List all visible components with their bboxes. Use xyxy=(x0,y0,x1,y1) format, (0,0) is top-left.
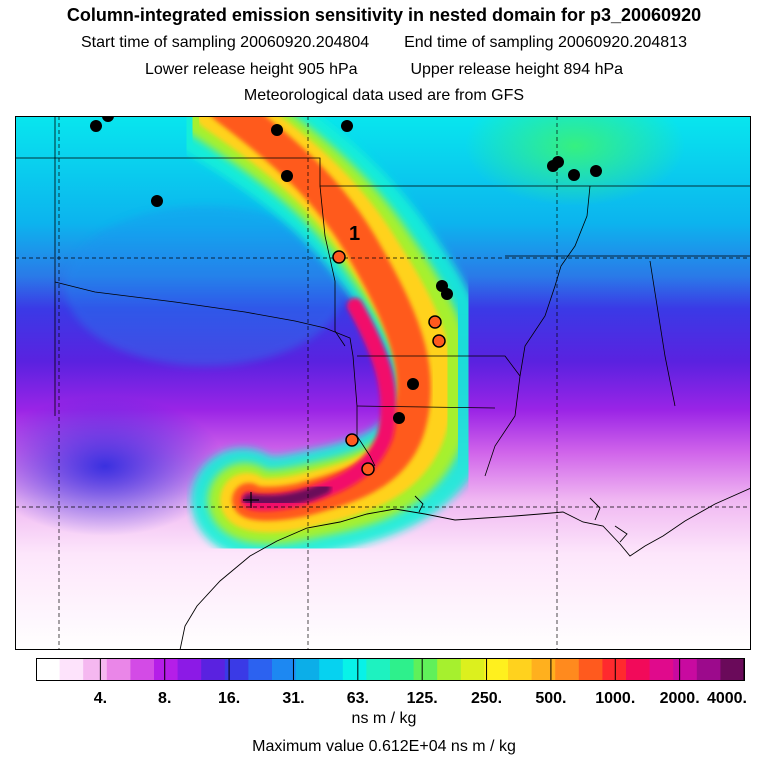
colorbar-box xyxy=(224,658,249,680)
site-marker xyxy=(151,195,163,207)
colorbar: 0.4.8.16.31.63.125.250.500.1000.2000.400… xyxy=(36,658,747,706)
colorbar-box xyxy=(319,658,344,680)
colorbar-box xyxy=(437,658,462,680)
colorbar-tick-label: 8. xyxy=(158,690,171,706)
site-marker xyxy=(271,124,283,136)
site-marker-highlight xyxy=(432,334,446,348)
site-marker-highlight xyxy=(428,315,442,329)
site-marker xyxy=(590,165,602,177)
site-marker xyxy=(407,378,419,390)
colorbar-box xyxy=(59,658,84,680)
colorbar-tick-label: 1000. xyxy=(595,690,635,706)
colorbar-tick-label: 63. xyxy=(347,690,369,706)
coastline xyxy=(179,487,751,650)
site-marker xyxy=(568,169,580,181)
colorbar-box xyxy=(578,658,603,680)
plume-label: 1 xyxy=(349,223,360,245)
upper-height-label: Upper release height 894 hPa xyxy=(410,61,624,78)
colorbar-box xyxy=(154,658,179,680)
site-marker xyxy=(102,116,114,122)
state-borders xyxy=(15,116,751,477)
colorbar-box xyxy=(390,658,415,680)
colorbar-box xyxy=(201,658,226,680)
colorbar-tick-label: 4000. xyxy=(707,690,747,706)
colorbar-box xyxy=(508,658,533,680)
site-marker-highlight xyxy=(332,250,346,264)
colorbar-tick-label: 500. xyxy=(535,690,566,706)
colorbar-box xyxy=(696,658,721,680)
colorbar-tick-label: 125. xyxy=(407,690,438,706)
colorbar-box xyxy=(649,658,674,680)
units-label: ns m / kg xyxy=(351,710,417,727)
colorbar-tick-label: 2000. xyxy=(660,690,700,706)
colorbar-box xyxy=(366,658,391,680)
site-marker xyxy=(552,156,564,168)
colorbar-tick-label: 31. xyxy=(282,690,304,706)
colorbar-tick-label: 250. xyxy=(471,690,502,706)
lower-height-label: Lower release height 905 hPa xyxy=(144,61,358,78)
west-low-region xyxy=(15,396,225,536)
colorbar-box xyxy=(484,658,509,680)
sampling-time-row: Start time of sampling 20060920.204804 E… xyxy=(0,34,768,52)
site-marker-highlight xyxy=(361,462,375,476)
northeast-high-region xyxy=(465,116,685,206)
grid-lines xyxy=(15,116,751,650)
release-height-row: Lower release height 905 hPa Upper relea… xyxy=(0,61,768,79)
colorbar-box xyxy=(248,658,273,680)
colorbar-box xyxy=(36,658,61,680)
site-marker xyxy=(90,120,102,132)
colorbar-box xyxy=(720,658,745,680)
colorbar-box xyxy=(531,658,556,680)
colorbar-box xyxy=(272,658,297,680)
site-marker xyxy=(341,120,353,132)
colorbar-box xyxy=(83,658,108,680)
max-value-label: Maximum value 0.612E+04 ns m / kg xyxy=(252,738,516,755)
page-title: Column-integrated emission sensitivity i… xyxy=(66,5,702,25)
colorbar-box xyxy=(106,658,131,680)
map-frame xyxy=(15,116,751,650)
colorbar-box xyxy=(295,658,320,680)
colorbar-box xyxy=(673,658,698,680)
colorbar-box xyxy=(555,658,580,680)
met-data-label: Meteorological data used are from GFS xyxy=(243,87,525,104)
colorbar-tick-label: 16. xyxy=(218,690,240,706)
colorbar-box xyxy=(130,658,155,680)
colorbar-tick-label: 4. xyxy=(94,690,107,706)
sensitivity-map: 1 xyxy=(15,116,751,650)
markers xyxy=(90,116,602,476)
colorbar-box xyxy=(342,658,367,680)
colorbar-box xyxy=(626,658,651,680)
colorbar-box xyxy=(460,658,485,680)
colorbar-box xyxy=(177,658,202,680)
colorbar-box xyxy=(602,658,627,680)
end-time-label: End time of sampling 20060920.204813 xyxy=(404,34,687,51)
start-time-label: Start time of sampling 20060920.204804 xyxy=(81,34,370,51)
colorbar-box xyxy=(413,658,438,680)
release-point-marker xyxy=(243,492,259,508)
site-marker xyxy=(441,288,453,300)
site-marker-highlight xyxy=(345,433,359,447)
site-marker xyxy=(393,412,405,424)
site-marker xyxy=(281,170,293,182)
